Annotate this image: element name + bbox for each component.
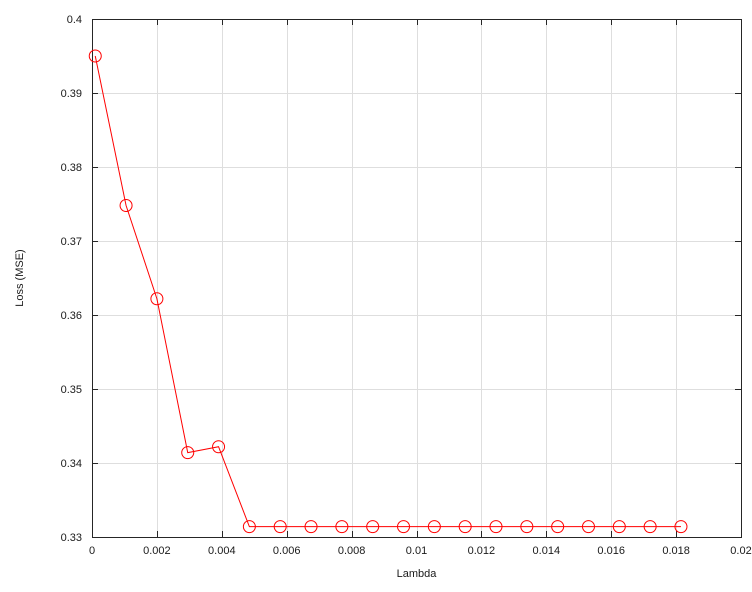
data-point-marker — [181, 446, 195, 460]
x-tick-label: 0.008 — [338, 545, 366, 557]
x-tick-label: 0.01 — [406, 545, 427, 557]
y-tick-label: 0.35 — [61, 384, 82, 396]
data-point-marker — [304, 520, 318, 534]
y-axis-label: Loss (MSE) — [14, 249, 26, 306]
data-point-marker — [150, 292, 164, 306]
y-tick-label: 0.37 — [61, 236, 82, 248]
data-point-marker — [581, 520, 595, 534]
data-point-marker — [458, 520, 472, 534]
x-tick-label: 0.018 — [662, 545, 690, 557]
data-point-marker — [88, 49, 102, 63]
data-point-marker — [612, 520, 626, 534]
y-tick-label: 0.4 — [67, 14, 82, 26]
data-point-marker — [242, 520, 256, 534]
data-point-marker — [520, 520, 534, 534]
x-tick-label: 0.004 — [208, 545, 236, 557]
x-tick-label: 0 — [89, 545, 95, 557]
data-point-marker — [273, 520, 287, 534]
x-tick-label: 0.006 — [273, 545, 301, 557]
x-tick-label: 0.014 — [533, 545, 561, 557]
data-point-marker — [212, 440, 226, 454]
y-tick-label: 0.36 — [61, 310, 82, 322]
x-tick-label: 0.02 — [730, 545, 751, 557]
data-point-marker — [397, 520, 411, 534]
y-tick-label: 0.39 — [61, 88, 82, 100]
data-point-marker — [489, 520, 503, 534]
data-point-marker — [674, 520, 688, 534]
data-point-marker — [551, 520, 565, 534]
x-axis-label: Lambda — [397, 568, 438, 580]
series-line — [94, 55, 681, 528]
x-tick-label: 0.012 — [468, 545, 496, 557]
x-tick-label: 0.016 — [597, 545, 625, 557]
y-tick-label: 0.33 — [61, 532, 82, 544]
data-point-marker — [643, 520, 657, 534]
data-point-marker — [427, 520, 441, 534]
y-tick-label: 0.34 — [61, 458, 82, 470]
data-point-marker — [119, 198, 133, 212]
x-tick-label: 0.002 — [143, 545, 171, 557]
plot-area — [92, 19, 741, 537]
y-tick-label: 0.38 — [61, 162, 82, 174]
axes-frame — [92, 19, 742, 538]
data-point-marker — [366, 520, 380, 534]
data-point-marker — [335, 520, 349, 534]
